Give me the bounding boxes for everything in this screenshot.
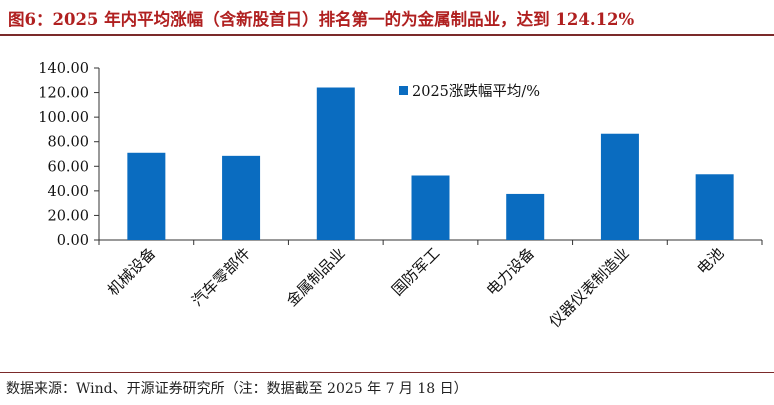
bar (222, 155, 261, 240)
bar (695, 174, 734, 240)
x-tick-label: 仪器仪表制造业 (546, 244, 633, 331)
bar (411, 175, 450, 240)
y-tick-label: 80.00 (47, 135, 89, 151)
y-axis-ticks: 0.00 20.00 40.00 60.00 80.00 100.00 120.00 140.… (38, 61, 99, 249)
y-tick-label: 100.00 (38, 110, 89, 126)
y-tick-label: 0.00 (57, 233, 89, 249)
y-tick-label: 120.00 (38, 86, 89, 102)
x-tick-label: 机械设备 (104, 244, 159, 299)
x-tick-label: 金属制品业 (283, 244, 349, 310)
source-note: 数据来源：Wind、开源证券研究所（注：数据截至 2025 年 7 月 18 日… (6, 381, 468, 397)
legend: 2025涨跌幅平均/% (399, 83, 540, 100)
y-tick-label: 60.00 (47, 159, 89, 175)
x-axis-labels: 机械设备 汽车零部件 金属制品业 国防军工 电力设备 仪器仪表制造业 电池 (98, 240, 763, 331)
bar (127, 152, 166, 240)
bar (600, 133, 639, 240)
footer-rule (0, 372, 774, 373)
bar (506, 193, 545, 240)
legend-label: 2025涨跌幅平均/% (412, 83, 540, 100)
x-tick-label: 电力设备 (483, 244, 538, 299)
bars (127, 87, 734, 240)
y-tick-label: 40.00 (47, 184, 89, 200)
y-tick-label: 140.00 (38, 61, 89, 77)
legend-swatch (399, 86, 408, 95)
chart-title: 图6：2025 年内平均涨幅（含新股首日）排名第一的为金属制品业，达到 124.… (8, 10, 635, 29)
x-tick-label: 国防军工 (388, 244, 443, 299)
bar (316, 87, 355, 240)
title-rule (0, 34, 774, 36)
x-tick-label: 电池 (694, 244, 728, 278)
bar-chart: 0.00 20.00 40.00 60.00 80.00 100.00 120.00 140.… (38, 61, 763, 331)
x-tick-label: 汽车零部件 (188, 244, 254, 310)
y-tick-label: 20.00 (47, 208, 89, 224)
